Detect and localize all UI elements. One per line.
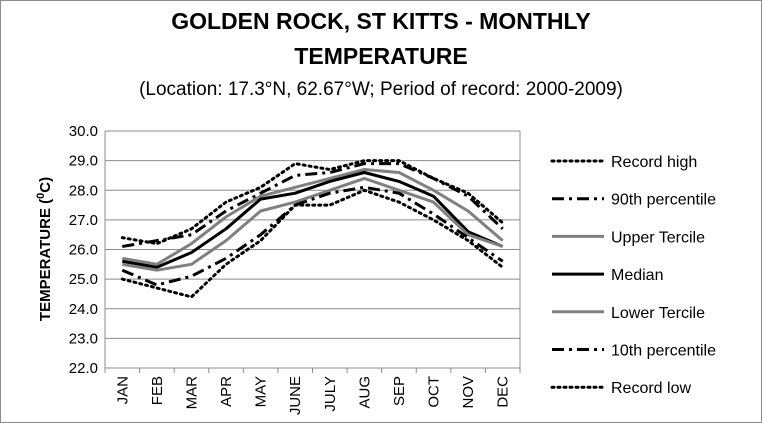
y-tick-label: 28.0 xyxy=(69,182,98,199)
legend-label: 10th percentile xyxy=(611,343,716,360)
x-tick-label: MAR xyxy=(183,376,200,410)
x-tick-label: DEC xyxy=(495,376,512,408)
chart-subtitle: (Location: 17.3°N, 62.67°W; Period of re… xyxy=(139,79,623,100)
legend-label: Median xyxy=(611,267,663,284)
y-tick-label: 23.0 xyxy=(69,330,98,347)
y-tick-label: 24.0 xyxy=(69,301,98,318)
legend-label: Upper Tercile xyxy=(611,229,705,246)
y-tick-label: 30.0 xyxy=(69,123,98,140)
legend-label: Record high xyxy=(611,154,697,171)
chart-title-line-2: TEMPERATURE xyxy=(294,43,468,69)
x-tick-label: JULY xyxy=(322,376,339,412)
series-line-4 xyxy=(122,171,504,269)
x-tick-label: OCT xyxy=(426,376,443,408)
x-tick-label: NOV xyxy=(460,376,477,409)
legend-label: 90th percentile xyxy=(611,192,716,209)
x-tick-label: JUNE xyxy=(287,376,304,415)
series-line-2 xyxy=(122,162,504,248)
y-tick-label: 26.0 xyxy=(69,242,98,259)
legend-label: Record low xyxy=(611,380,691,397)
x-tick-label: APR xyxy=(218,376,235,407)
y-tick-label: 29.0 xyxy=(69,153,98,170)
legend-label: Lower Tercile xyxy=(611,305,705,322)
x-tick-label: JAN xyxy=(114,376,131,404)
series-line-1 xyxy=(120,159,505,246)
y-axis-label: TEMPERATURE (0C) xyxy=(35,177,54,321)
series-line-6 xyxy=(121,185,504,287)
y-tick-label: 27.0 xyxy=(69,212,98,229)
series-line-3 xyxy=(122,168,504,266)
y-tick-label: 22.0 xyxy=(69,360,98,377)
x-tick-label: FEB xyxy=(149,376,166,405)
x-tick-label: AUG xyxy=(356,376,373,409)
chart-title-line-1: GOLDEN ROCK, ST KITTS - MONTHLY xyxy=(171,8,591,34)
x-tick-label: SEP xyxy=(391,376,408,406)
series-line-5 xyxy=(122,176,504,272)
y-tick-label: 25.0 xyxy=(69,271,98,288)
series-line-7 xyxy=(120,188,505,299)
x-tick-label: MAY xyxy=(253,376,270,407)
